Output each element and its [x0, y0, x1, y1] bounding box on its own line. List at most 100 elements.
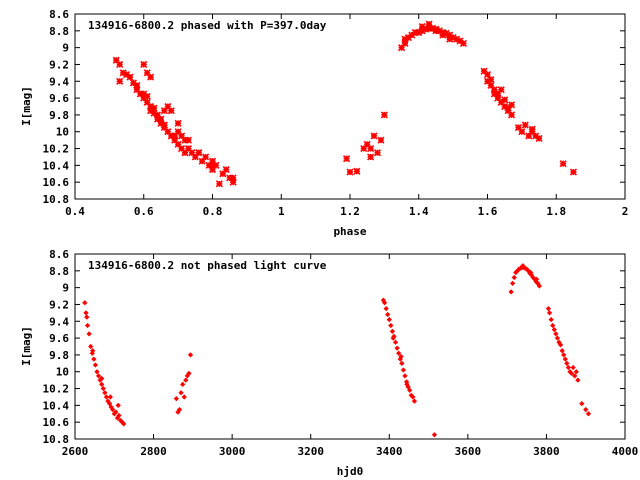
data-point — [490, 86, 498, 94]
data-point — [550, 322, 556, 329]
data-point — [551, 327, 557, 333]
data-point — [400, 367, 407, 373]
unphased-x-tick-label: 3200 — [297, 445, 324, 458]
data-point — [557, 342, 564, 348]
data-point — [177, 132, 186, 140]
data-point — [212, 161, 220, 169]
unphased-plot-title: 134916-6800.2 not phased light curve — [88, 259, 327, 272]
data-point — [94, 369, 100, 375]
data-point — [411, 398, 418, 404]
data-point — [174, 119, 182, 127]
unphased-x-tick-label: 2800 — [140, 445, 167, 458]
unphased-x-tick-label: 3800 — [533, 445, 560, 458]
data-point — [380, 111, 388, 119]
data-point — [487, 81, 495, 90]
data-point — [112, 56, 120, 64]
data-point — [425, 24, 433, 32]
data-point — [497, 86, 505, 94]
data-point — [583, 406, 589, 413]
data-point — [133, 86, 141, 94]
data-point — [184, 136, 193, 144]
data-point — [383, 306, 389, 312]
data-point — [507, 111, 516, 119]
data-point — [95, 373, 102, 379]
data-point — [119, 69, 127, 77]
data-point — [195, 149, 203, 157]
data-point — [367, 153, 375, 161]
data-point — [404, 381, 410, 387]
data-point — [394, 345, 400, 351]
unphased-y-tick-label: 8.8 — [49, 265, 69, 278]
data-point — [401, 35, 409, 43]
data-point — [164, 102, 172, 111]
data-point — [226, 174, 234, 182]
data-point — [167, 132, 175, 140]
phased-x-tick-label: 1.2 — [340, 205, 360, 218]
data-point — [103, 394, 110, 400]
data-point — [553, 331, 559, 337]
data-point — [548, 316, 554, 323]
data-point — [113, 409, 119, 415]
unphased-y-tick-label: 9 — [62, 282, 69, 295]
data-point — [546, 310, 553, 316]
data-point — [126, 73, 134, 81]
data-point — [452, 35, 461, 43]
data-point — [483, 70, 492, 79]
data-point — [418, 23, 426, 31]
unphased-axis-ticks: 2600 2800 3000 3200 3400 3600 3800 4000 8.6 8.8 9 9… — [43, 248, 639, 458]
data-point — [501, 102, 509, 111]
unphased-data-points — [82, 263, 592, 438]
data-point — [360, 144, 368, 153]
data-point — [157, 119, 165, 127]
data-point — [208, 166, 217, 174]
data-point — [160, 107, 168, 115]
data-point — [208, 161, 217, 169]
data-point — [147, 102, 155, 111]
data-point — [528, 125, 536, 133]
data-point — [545, 306, 552, 312]
data-point — [174, 140, 182, 148]
data-point — [565, 364, 572, 371]
data-point — [494, 90, 502, 98]
data-point — [133, 81, 141, 90]
data-point — [398, 353, 404, 360]
phased-y-tick-label: 10 — [56, 126, 69, 139]
data-point — [418, 27, 426, 35]
data-point — [173, 396, 179, 402]
phased-axis-ticks: 0.4 0.6 0.8 1 1.2 1.4 1.6 1.8 2 8.6 8.8 9 9.2 9.4 9.6 9… — [43, 8, 629, 218]
data-point — [183, 377, 189, 383]
data-point — [554, 335, 561, 341]
unphased-x-tick-label: 2600 — [62, 445, 89, 458]
data-point — [153, 111, 162, 119]
data-point — [528, 269, 534, 276]
data-point — [501, 96, 509, 104]
phased-x-axis-label: phase — [333, 225, 366, 238]
data-point — [569, 168, 578, 176]
data-point — [533, 276, 540, 282]
data-point — [573, 369, 579, 375]
data-point — [507, 101, 516, 109]
data-point — [191, 153, 199, 161]
data-point — [392, 339, 399, 345]
data-point — [150, 109, 158, 117]
unphased-y-tick-label: 10.2 — [43, 383, 70, 396]
phased-y-tick-label: 8.6 — [49, 8, 69, 21]
data-point — [521, 121, 529, 129]
data-point — [181, 149, 189, 157]
data-point — [490, 90, 498, 98]
data-point — [575, 377, 581, 383]
unphased-y-tick-label: 9.6 — [49, 332, 69, 345]
data-point — [229, 174, 237, 182]
phased-y-tick-label: 10.6 — [43, 176, 70, 189]
data-point — [171, 132, 179, 140]
phased-y-tick-label: 10.2 — [43, 143, 70, 156]
data-point — [449, 33, 457, 42]
phased-x-tick-label: 0.8 — [203, 205, 223, 218]
data-point — [446, 35, 454, 43]
data-point — [110, 406, 116, 413]
unphased-y-tick-label: 9.8 — [49, 349, 69, 362]
data-point — [442, 29, 450, 37]
unphased-plot-panel: 134916-6800.2 not phased light curve hjd… — [20, 248, 638, 478]
unphased-x-axis-label: hjd0 — [337, 465, 364, 478]
unphased-y-tick-label: 10.4 — [43, 399, 70, 412]
